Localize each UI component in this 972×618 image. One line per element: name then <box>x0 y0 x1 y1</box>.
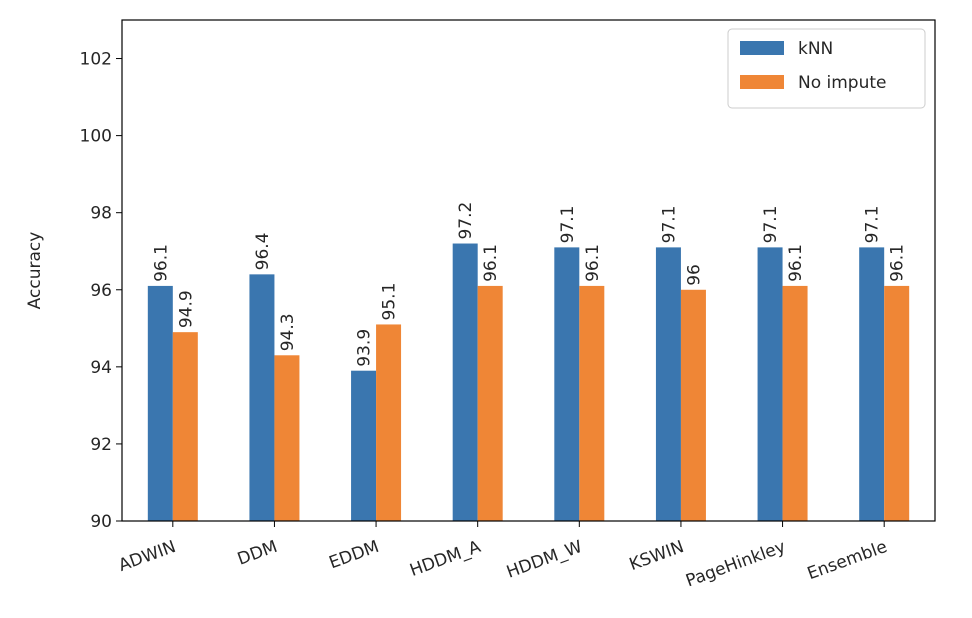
bar-no-impute-adwin <box>172 332 198 521</box>
x-axis: ADWIN DDM EDDM HDDM_A HDDM_W KSWINPageHinkley… <box>116 521 890 591</box>
bar-label-no-impute-ensemble: 96.1 <box>888 244 908 282</box>
bar-label-knn-ddm: 96.4 <box>253 232 273 270</box>
y-tick-label: 102 <box>80 50 112 70</box>
bar-label-knn-pagehinkley: 97.1 <box>761 206 781 244</box>
bar-label-no-impute-ddm: 94.3 <box>278 313 298 351</box>
x-tick-label: DDM <box>235 537 280 570</box>
bar-knn-ensemble <box>859 247 885 521</box>
legend-label-no-impute: No impute <box>798 73 887 93</box>
bar-knn-hddm_a <box>452 243 478 521</box>
x-tick-label: PageHinkley <box>683 537 788 592</box>
plot-frame <box>121 19 936 522</box>
legend-label-knn: kNN <box>798 39 833 59</box>
bar-no-impute-eddm <box>376 324 402 521</box>
x-tick-label: HDDM_W <box>504 537 585 583</box>
bar-label-no-impute-eddm: 95.1 <box>380 283 400 321</box>
x-tick-label: EDDM <box>326 537 381 573</box>
y-tick-label: 100 <box>80 127 112 147</box>
bar-label-knn-eddm: 93.9 <box>355 329 375 367</box>
bar-knn-kswin <box>655 247 681 521</box>
bar-label-knn-hddm_w: 97.1 <box>558 206 578 244</box>
x-tick-label: Ensemble <box>805 537 890 584</box>
legend: kNN No impute <box>727 28 926 109</box>
y-axis-label: Accuracy <box>25 232 45 310</box>
bar-knn-eddm <box>351 370 377 521</box>
bar-labels-layer: 96.194.996.494.3 93.995.197.296.197.196.1… <box>151 202 907 367</box>
x-tick-label: ADWIN <box>116 537 179 576</box>
bar-no-impute-kswin <box>680 289 706 521</box>
y-tick-label: 90 <box>90 512 112 532</box>
bar-no-impute-hddm_w <box>579 285 605 521</box>
bar-label-knn-kswin: 97.1 <box>659 206 679 244</box>
y-tick-label: 96 <box>90 281 112 301</box>
bar-label-no-impute-hddm_a: 96.1 <box>481 244 501 282</box>
bar-knn-ddm <box>249 274 275 521</box>
bar-knn-hddm_w <box>554 247 580 521</box>
y-tick-label: 92 <box>90 435 112 455</box>
y-tick-label: 94 <box>90 358 112 378</box>
bar-label-knn-adwin: 96.1 <box>151 244 171 282</box>
legend-swatch-no-impute <box>740 75 784 89</box>
bar-label-no-impute-kswin: 96 <box>684 264 704 286</box>
bar-knn-pagehinkley <box>757 247 783 521</box>
x-tick-label: KSWIN <box>627 537 687 575</box>
y-tick-label: 98 <box>90 204 112 224</box>
bar-no-impute-ddm <box>274 355 300 521</box>
bar-knn-adwin <box>147 285 173 521</box>
bars-layer <box>147 243 910 521</box>
legend-swatch-knn <box>740 41 784 55</box>
bar-label-no-impute-adwin: 94.9 <box>176 290 196 328</box>
bar-label-knn-ensemble: 97.1 <box>863 206 883 244</box>
bar-label-no-impute-pagehinkley: 96.1 <box>786 244 806 282</box>
bar-label-knn-hddm_a: 97.2 <box>456 202 476 240</box>
bar-label-no-impute-hddm_w: 96.1 <box>583 244 603 282</box>
y-axis: 90 92 94 96 98 100 102 <box>80 50 122 532</box>
bar-no-impute-pagehinkley <box>782 285 808 521</box>
x-tick-label: HDDM_A <box>407 537 484 581</box>
bar-no-impute-hddm_a <box>477 285 503 521</box>
bar-no-impute-ensemble <box>884 285 910 521</box>
